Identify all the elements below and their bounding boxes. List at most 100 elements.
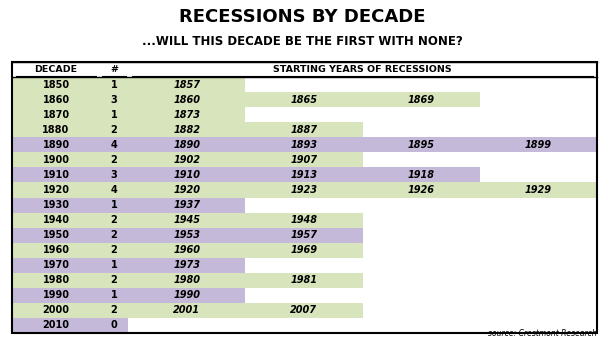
Bar — [12, 318, 128, 333]
Text: 1970: 1970 — [42, 260, 70, 270]
Text: 1913: 1913 — [290, 170, 318, 180]
Bar — [12, 288, 128, 303]
Text: 1900: 1900 — [42, 155, 70, 165]
Bar — [12, 137, 128, 152]
Text: 1920: 1920 — [173, 185, 200, 195]
Text: 1980: 1980 — [42, 275, 70, 285]
Text: 1930: 1930 — [42, 200, 70, 210]
Text: 1957: 1957 — [290, 230, 318, 240]
Text: 1870: 1870 — [42, 110, 70, 120]
Bar — [128, 107, 245, 122]
Text: 2: 2 — [111, 306, 117, 315]
Text: ...WILL THIS DECADE BE THE FIRST WITH NONE?: ...WILL THIS DECADE BE THE FIRST WITH NO… — [142, 35, 463, 48]
Text: 1: 1 — [111, 110, 117, 120]
Bar — [128, 258, 245, 273]
Text: 1893: 1893 — [290, 140, 318, 150]
Text: 1948: 1948 — [290, 215, 318, 225]
Text: DECADE: DECADE — [34, 65, 77, 74]
Bar — [12, 122, 128, 137]
Text: 1937: 1937 — [173, 200, 200, 210]
Text: source: Crestmont Research: source: Crestmont Research — [488, 329, 597, 338]
Bar — [128, 227, 362, 243]
Text: 1890: 1890 — [42, 140, 70, 150]
Text: 1895: 1895 — [408, 140, 434, 150]
Text: 1950: 1950 — [42, 230, 70, 240]
Bar — [128, 273, 362, 288]
Text: 1980: 1980 — [173, 275, 200, 285]
Text: RECESSIONS BY DECADE: RECESSIONS BY DECADE — [179, 8, 426, 26]
Text: 0: 0 — [111, 321, 117, 330]
Text: 2000: 2000 — [42, 306, 70, 315]
Bar — [12, 62, 597, 333]
Text: 2010: 2010 — [42, 321, 70, 330]
Bar — [12, 212, 128, 227]
Bar — [12, 62, 597, 77]
Bar — [12, 182, 128, 197]
Text: 1953: 1953 — [173, 230, 200, 240]
Text: 1857: 1857 — [173, 79, 200, 90]
Text: 2: 2 — [111, 215, 117, 225]
Bar — [128, 92, 480, 107]
Text: 1990: 1990 — [173, 290, 200, 300]
Bar — [12, 152, 128, 167]
Text: 1: 1 — [111, 200, 117, 210]
Text: 1981: 1981 — [290, 275, 318, 285]
Text: 1873: 1873 — [173, 110, 200, 120]
Text: 2: 2 — [111, 245, 117, 255]
Text: 2: 2 — [111, 125, 117, 135]
Text: 1887: 1887 — [290, 125, 318, 135]
Text: 1: 1 — [111, 260, 117, 270]
Text: 3: 3 — [111, 95, 117, 105]
Text: 1969: 1969 — [290, 245, 318, 255]
Bar — [128, 77, 245, 92]
Text: 2001: 2001 — [173, 306, 200, 315]
Text: 1929: 1929 — [525, 185, 552, 195]
Text: 1918: 1918 — [408, 170, 434, 180]
Text: 1869: 1869 — [408, 95, 434, 105]
Text: 1960: 1960 — [42, 245, 70, 255]
Text: 4: 4 — [111, 140, 117, 150]
Text: 1850: 1850 — [42, 79, 70, 90]
Text: 2: 2 — [111, 155, 117, 165]
Text: 1945: 1945 — [173, 215, 200, 225]
Bar — [128, 122, 362, 137]
Bar — [12, 107, 128, 122]
Text: 1920: 1920 — [42, 185, 70, 195]
Bar — [12, 197, 128, 212]
Bar — [128, 152, 362, 167]
Text: 2: 2 — [111, 275, 117, 285]
Text: 1899: 1899 — [525, 140, 552, 150]
Bar — [12, 258, 128, 273]
Bar — [128, 288, 245, 303]
Text: #: # — [110, 65, 118, 74]
Bar — [128, 182, 597, 197]
Text: 1990: 1990 — [42, 290, 70, 300]
Text: 1860: 1860 — [42, 95, 70, 105]
Text: 1890: 1890 — [173, 140, 200, 150]
Text: 1: 1 — [111, 290, 117, 300]
Text: 2: 2 — [111, 230, 117, 240]
Text: 4: 4 — [111, 185, 117, 195]
Bar — [128, 197, 245, 212]
Bar — [128, 303, 362, 318]
Text: 1926: 1926 — [408, 185, 434, 195]
Text: 1923: 1923 — [290, 185, 318, 195]
Bar — [12, 227, 128, 243]
Text: STARTING YEARS OF RECESSIONS: STARTING YEARS OF RECESSIONS — [273, 65, 452, 74]
Text: 1960: 1960 — [173, 245, 200, 255]
Text: 1907: 1907 — [290, 155, 318, 165]
Text: 1: 1 — [111, 79, 117, 90]
Text: 1910: 1910 — [173, 170, 200, 180]
Text: 1880: 1880 — [42, 125, 70, 135]
Text: 1940: 1940 — [42, 215, 70, 225]
Text: 1860: 1860 — [173, 95, 200, 105]
Bar — [128, 243, 362, 258]
Bar — [12, 77, 128, 92]
Text: 2007: 2007 — [290, 306, 318, 315]
Bar — [12, 273, 128, 288]
Text: 1910: 1910 — [42, 170, 70, 180]
Bar — [12, 92, 128, 107]
Text: 1882: 1882 — [173, 125, 200, 135]
Text: 3: 3 — [111, 170, 117, 180]
Bar — [12, 303, 128, 318]
